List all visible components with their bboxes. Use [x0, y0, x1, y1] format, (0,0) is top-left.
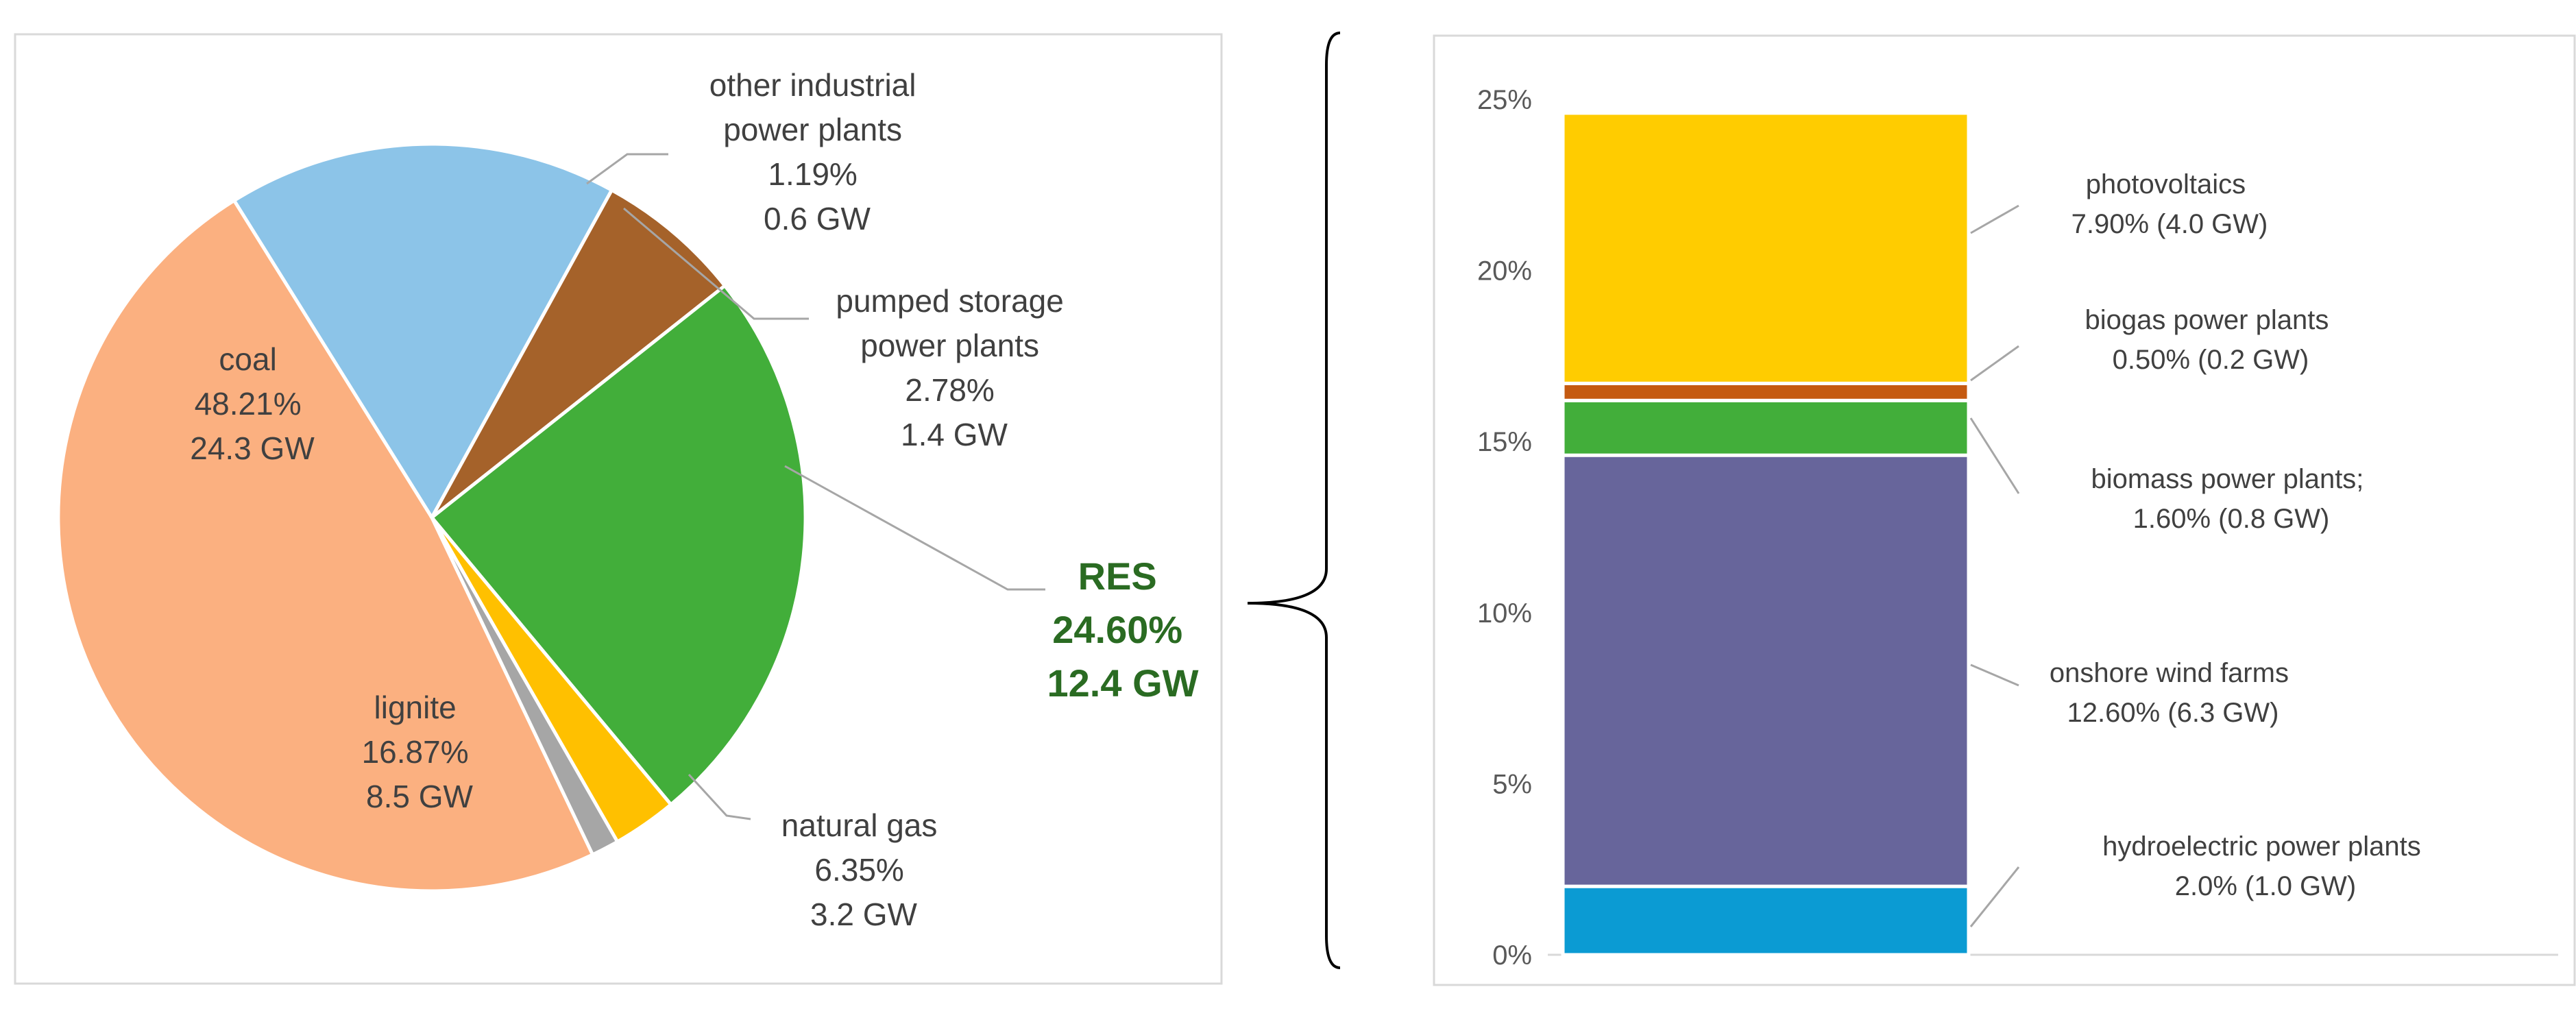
- pie-slice-other-industrial: [430, 516, 620, 857]
- leader-line-hydro: [1969, 866, 2020, 927]
- leader-line-other-industrial: [586, 153, 668, 185]
- bar-segment-biogas: [1561, 381, 1971, 402]
- pumped-storage-name-line2: power plants: [860, 328, 1039, 363]
- bar-segments: [1561, 111, 1971, 957]
- photovoltaics-label: photovoltaics 7.90% (4.0 GW): [2071, 169, 2268, 239]
- curly-brace-connector: [1247, 32, 1341, 969]
- lignite-percent: 16.87%: [362, 734, 469, 770]
- bar-segment-onshore-wind: [1561, 453, 1971, 888]
- res-percent: 24.60%: [1052, 608, 1182, 651]
- biomass-label: biomass power plants; 1.60% (0.8 GW): [2091, 464, 2371, 534]
- y-tick-label: 15%: [1477, 427, 1532, 457]
- coal-gw: 24.3 GW: [190, 430, 315, 466]
- natural-gas-percent: 6.35%: [814, 852, 903, 888]
- onshore-wind-label: onshore wind farms 12.60% (6.3 GW): [2050, 658, 2296, 728]
- other-industrial-name-line2: power plants: [723, 112, 902, 147]
- natural-gas-label: natural gas 6.35% 3.2 GW: [781, 807, 946, 932]
- pie-panel: coal 48.21% 24.3 GW lignite 16.87% 8.5 G…: [14, 33, 1223, 985]
- biogas-name: biogas power plants: [2085, 305, 2329, 335]
- lignite-gw: 8.5 GW: [366, 779, 474, 814]
- coal-percent: 48.21%: [195, 386, 302, 422]
- natural-gas-name: natural gas: [781, 807, 938, 843]
- res-gw: 12.4 GW: [1047, 661, 1199, 705]
- hydro-value: 2.0% (1.0 GW): [2175, 871, 2357, 901]
- y-tick-label: 5%: [1492, 769, 1532, 799]
- coal-label: coal 48.21% 24.3 GW: [190, 341, 315, 466]
- leader-line-photovoltaics: [1970, 204, 2019, 234]
- lignite-label: lignite 16.87% 8.5 GW: [362, 690, 478, 814]
- pie-slice-coal: [56, 198, 595, 893]
- biogas-value: 0.50% (0.2 GW): [2113, 345, 2309, 375]
- bar-segment-biomass: [1561, 398, 1971, 457]
- leader-line-pumped-storage: [623, 207, 809, 320]
- pumped-storage-label: pumped storage power plants 2.78% 1.4 GW: [836, 283, 1072, 452]
- leader-line-biogas: [1970, 345, 2019, 382]
- photovoltaics-value: 7.90% (4.0 GW): [2071, 209, 2268, 239]
- pie-leader-lines: [586, 153, 1045, 820]
- biogas-label: biogas power plants 0.50% (0.2 GW): [2085, 305, 2337, 375]
- photovoltaics-name: photovoltaics: [2086, 169, 2246, 199]
- leader-line-onshore-wind: [1970, 663, 2019, 687]
- res-label: RES 24.60% 12.4 GW: [1047, 555, 1199, 705]
- y-tick-label: 0%: [1492, 940, 1532, 971]
- other-industrial-gw: 0.6 GW: [764, 201, 871, 236]
- natural-gas-gw: 3.2 GW: [810, 897, 918, 932]
- bar-segment-hydro: [1561, 884, 1971, 957]
- y-tick-label: 20%: [1477, 256, 1532, 287]
- coal-name: coal: [219, 341, 276, 377]
- biomass-name: biomass power plants;: [2091, 464, 2364, 494]
- bar-segment-photovoltaics: [1561, 111, 1971, 385]
- leader-line-natural-gas: [688, 773, 751, 820]
- leader-line-biomass: [1969, 417, 2020, 494]
- y-tick-label: 25%: [1477, 85, 1532, 115]
- y-tick-label: 10%: [1477, 598, 1532, 629]
- biomass-value: 1.60% (0.8 GW): [2133, 504, 2330, 534]
- pie-slice-res: [429, 283, 807, 807]
- other-industrial-percent: 1.19%: [768, 156, 857, 192]
- pumped-storage-percent: 2.78%: [905, 372, 994, 408]
- hydro-name: hydroelectric power plants: [2102, 831, 2421, 862]
- pie-slices: [56, 142, 807, 893]
- onshore-wind-name: onshore wind farms: [2050, 658, 2289, 688]
- lignite-name: lignite: [374, 690, 457, 725]
- leader-line-res: [784, 465, 1045, 591]
- pie-slice-lignite: [232, 142, 614, 521]
- pie-slice-natural-gas: [430, 187, 727, 519]
- pumped-storage-name-line1: pumped storage: [836, 283, 1063, 319]
- y-ticks: 0% 5% 10% 15% 20% 25%: [1477, 85, 1532, 971]
- other-industrial-name-line1: other industrial: [709, 67, 916, 103]
- pumped-storage-gw: 1.4 GW: [901, 417, 1008, 452]
- hydro-label: hydroelectric power plants 2.0% (1.0 GW): [2102, 831, 2429, 901]
- bar-leader-lines: [1969, 204, 2020, 927]
- res-name: RES: [1078, 555, 1157, 598]
- onshore-wind-value: 12.60% (6.3 GW): [2067, 698, 2279, 728]
- other-industrial-label: other industrial power plants 1.19% 0.6 …: [709, 67, 925, 236]
- bar-panel: 0% 5% 10% 15% 20% 25% photovoltaics 7.90% (4.…: [1433, 34, 2576, 986]
